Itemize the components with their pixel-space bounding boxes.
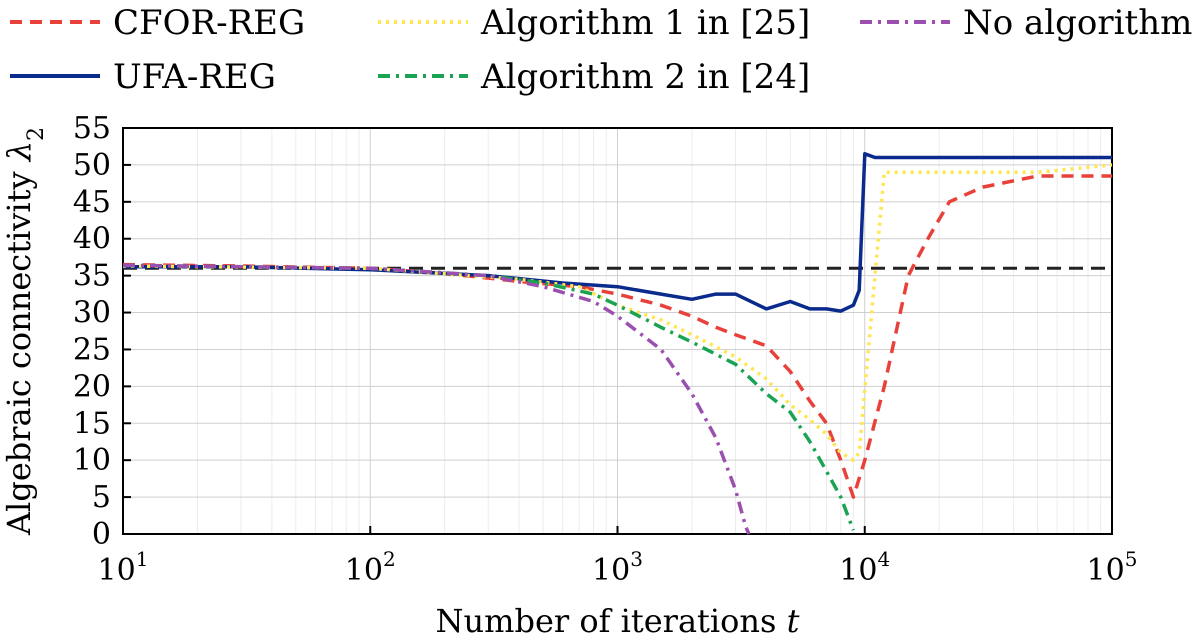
x-tick-exponent: 2	[383, 547, 396, 571]
y-tick-label: 35	[73, 259, 111, 294]
grid	[122, 127, 1112, 535]
x-tick-label: 101	[98, 547, 149, 588]
series-layer	[122, 152, 1113, 535]
y-tick-label: 45	[73, 185, 111, 220]
legend-label-3: Algorithm 1 in [25]	[480, 3, 810, 43]
x-tick-base: 10	[592, 553, 630, 588]
y-tick-label: 55	[73, 111, 111, 146]
x-tick-label: 103	[592, 547, 643, 588]
x-ticks: 101 102 103 104 105	[98, 526, 1138, 588]
y-tick-label: 10	[73, 443, 111, 478]
x-tick-exponent: 4	[877, 547, 890, 571]
y-tick-label: 20	[73, 369, 111, 404]
x-tick-base: 10	[345, 553, 383, 588]
x-tick-exponent: 1	[136, 547, 149, 571]
y-tick-label: 0	[92, 517, 111, 552]
y-tick-label: 30	[73, 296, 111, 331]
series-line-3	[122, 163, 1113, 462]
series-line-5	[122, 263, 751, 535]
y-axis-label-text: Algebraic connectivity	[0, 171, 38, 536]
x-tick-base: 10	[1087, 553, 1125, 588]
x-tick-base: 10	[98, 553, 136, 588]
x-axis-label: Number of iterations t	[436, 602, 800, 640]
legend-label-2: UFA-REG	[113, 57, 276, 97]
y-tick-label: 40	[73, 222, 111, 257]
y-axis-label-var: λ	[0, 141, 38, 163]
x-axis-label-text: Number of iterations	[436, 602, 777, 640]
y-tick-label: 5	[92, 480, 111, 515]
y-axis-label-sub: 2	[24, 127, 49, 141]
legend: CFOR-REG UFA-REG Algorithm 1 in [25] Algori…	[10, 3, 1192, 97]
x-tick-label: 105	[1087, 547, 1138, 588]
x-axis-label-var: t	[787, 602, 800, 640]
series-line-1	[122, 174, 1112, 499]
legend-label-1: CFOR-REG	[113, 3, 305, 43]
x-tick-exponent: 3	[630, 547, 643, 571]
legend-label-4: Algorithm 2 in [24]	[480, 57, 810, 97]
y-axis-label: Algebraic connectivity λ2	[0, 127, 49, 536]
x-tick-label: 102	[345, 547, 396, 588]
y-tick-label: 15	[73, 406, 111, 441]
legend-label-5: No algorithm	[963, 3, 1192, 43]
x-tick-label: 104	[839, 547, 890, 588]
x-tick-exponent: 5	[1125, 547, 1138, 571]
y-tick-label: 25	[73, 332, 111, 367]
y-tick-label: 50	[73, 148, 111, 183]
x-tick-base: 10	[839, 553, 877, 588]
